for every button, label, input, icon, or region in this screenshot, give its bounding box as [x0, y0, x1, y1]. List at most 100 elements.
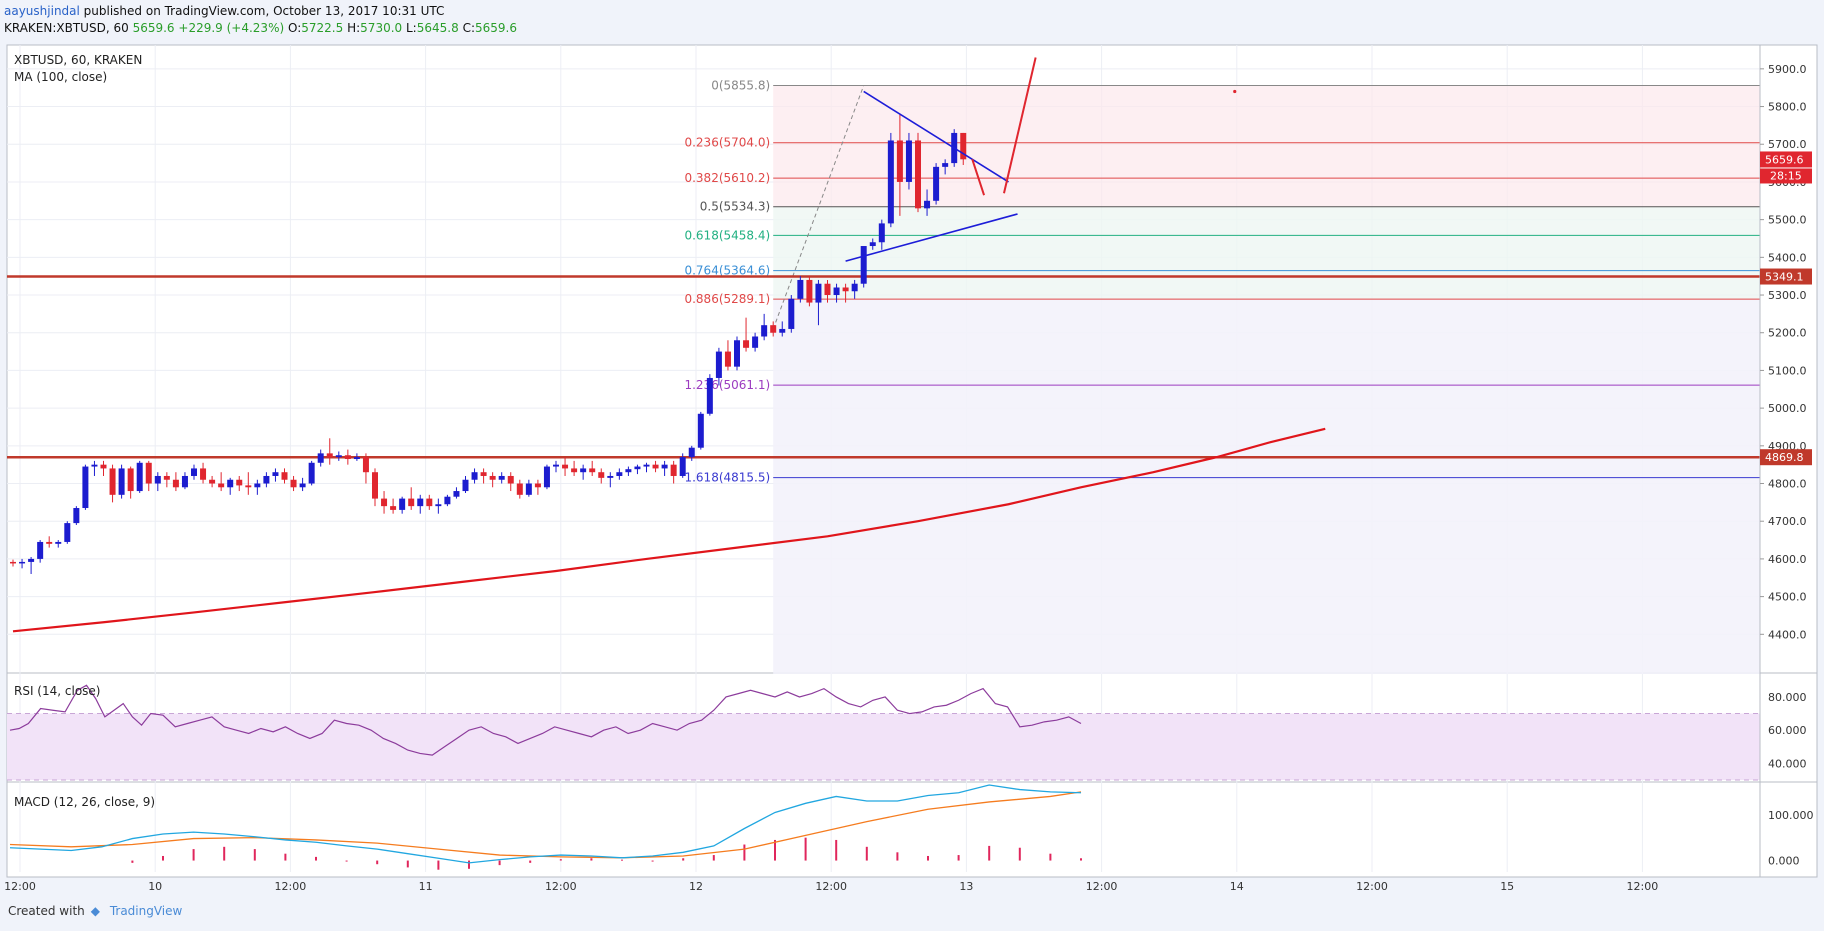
candle-body	[743, 340, 750, 348]
fib-zone-lower	[773, 299, 1760, 674]
candle-body	[580, 468, 587, 473]
ma-indicator-label: MA (100, close)	[14, 70, 107, 84]
macd-histogram-bar	[743, 844, 746, 861]
candle-body	[64, 523, 71, 542]
price-tick-label: 5300.0	[1768, 289, 1807, 302]
candle-body	[842, 287, 849, 292]
candle-body	[390, 506, 397, 510]
macd-histogram-bar	[131, 860, 134, 863]
publish-line: aayushjindal published on TradingView.co…	[4, 4, 444, 18]
price-tick-label: 5700.0	[1768, 138, 1807, 151]
open-label: O:	[287, 21, 302, 35]
candle-body	[534, 483, 541, 488]
rsi-tick-label: 60.000	[1768, 724, 1807, 737]
candle-body	[887, 140, 894, 224]
candle-body	[806, 279, 813, 303]
candle-body	[172, 479, 179, 488]
fib-level-label: 1.236(5061.1)	[684, 378, 770, 392]
rsi-band	[7, 713, 1760, 780]
candle-body	[779, 328, 786, 333]
candle-body	[28, 558, 35, 562]
candle-body	[598, 472, 605, 478]
axes-layer: 12:00 10 12:00 11 12:00 12 12:00 13 12:00 14 12:00…	[4, 45, 1814, 893]
candle-body	[453, 491, 460, 497]
candle-body	[634, 466, 641, 470]
candle-body	[788, 298, 795, 329]
price-change: +229.9 (+4.23%)	[178, 21, 285, 35]
price-tick-label: 5400.0	[1768, 251, 1807, 264]
support-price-label: 4869.8	[1765, 451, 1804, 464]
candle-body	[290, 479, 297, 488]
low-label: L:	[406, 21, 417, 35]
macd-histogram-bar	[253, 849, 256, 861]
macd-line	[9, 784, 1082, 864]
candle-body	[616, 472, 623, 476]
macd-histogram-bar	[376, 860, 379, 865]
tradingview-logo-icon[interactable]: ◆	[90, 904, 100, 918]
macd-histogram-bar	[315, 856, 317, 861]
moving-average-layer	[12, 427, 1326, 633]
candle-body	[381, 498, 388, 507]
last-price: 5659.6	[132, 21, 175, 35]
candle-body	[878, 223, 885, 243]
macd-histogram-bar	[437, 860, 440, 870]
candle-body	[281, 472, 288, 480]
tradingview-brand[interactable]: TradingView	[109, 904, 183, 918]
macd-title: MACD (12, 26, close, 9)	[14, 795, 155, 809]
candle-body	[715, 351, 722, 378]
candle-body	[263, 475, 270, 484]
macd-tick-label: 100.000	[1768, 809, 1814, 822]
candle-body	[607, 475, 614, 478]
price-tick-label: 5900.0	[1768, 63, 1807, 76]
candle-body	[435, 504, 442, 507]
chart-title: XBTUSD, 60, KRAKEN	[14, 53, 142, 67]
candle-body	[353, 457, 360, 460]
candle-body	[46, 541, 53, 544]
macd-histogram-bar	[559, 859, 562, 861]
macd-histogram-bar	[621, 859, 623, 861]
created-with-label: Created with	[8, 904, 85, 918]
macd-histogram-bar	[192, 849, 195, 861]
candle-body	[426, 498, 433, 507]
fib-levels-layer: 0(5855.8) 0.236(5704.0) 0.382(5610.2) 0.5(5…	[7, 79, 1760, 485]
candle-body	[91, 464, 98, 467]
close-value: 5659.6	[474, 21, 517, 35]
candle-body	[227, 479, 234, 488]
candle-body	[191, 468, 197, 476]
drawings-layer	[845, 57, 1237, 262]
candle-body	[37, 541, 44, 559]
time-tick-label: 12	[689, 880, 703, 893]
candle-body	[335, 455, 342, 458]
candle-body	[254, 483, 261, 488]
price-tick-label: 5100.0	[1768, 364, 1807, 377]
macd-histogram-bar	[345, 860, 348, 862]
fib-zone-middle	[773, 206, 1760, 300]
candle-body	[317, 453, 324, 463]
candle-body	[218, 483, 225, 488]
fib-level-label: 0(5855.8)	[711, 79, 770, 93]
time-tick-label: 14	[1230, 880, 1244, 893]
rsi-tick-label: 40.000	[1768, 757, 1807, 770]
fib-level-label: 1.618(4815.5)	[684, 471, 770, 485]
candle-body	[761, 325, 768, 337]
candle-body	[136, 462, 143, 492]
chart-canvas[interactable]: 0(5855.8) 0.236(5704.0) 0.382(5610.2) 0.5(5…	[0, 0, 1824, 900]
time-tick-label: 15	[1500, 880, 1514, 893]
macd-histogram-bar	[1018, 847, 1021, 861]
rsi-tick-label: 80.000	[1768, 691, 1807, 704]
candle-body	[562, 464, 569, 469]
macd-histogram-bar	[651, 860, 654, 862]
candle-body	[924, 200, 931, 209]
candle-body	[860, 246, 867, 284]
candle-body	[73, 508, 80, 524]
drawing-dot	[1233, 89, 1237, 94]
price-tick-label: 5000.0	[1768, 402, 1807, 415]
time-tick-label: 12:00	[4, 880, 36, 893]
candle-body	[145, 462, 152, 484]
candle-body	[851, 283, 858, 292]
macd-layer	[9, 784, 1082, 870]
candle-body	[462, 479, 469, 492]
author-link[interactable]: aayushjindal	[4, 4, 80, 18]
time-tick-label: 12:00	[545, 880, 577, 893]
candle-body	[55, 541, 62, 544]
